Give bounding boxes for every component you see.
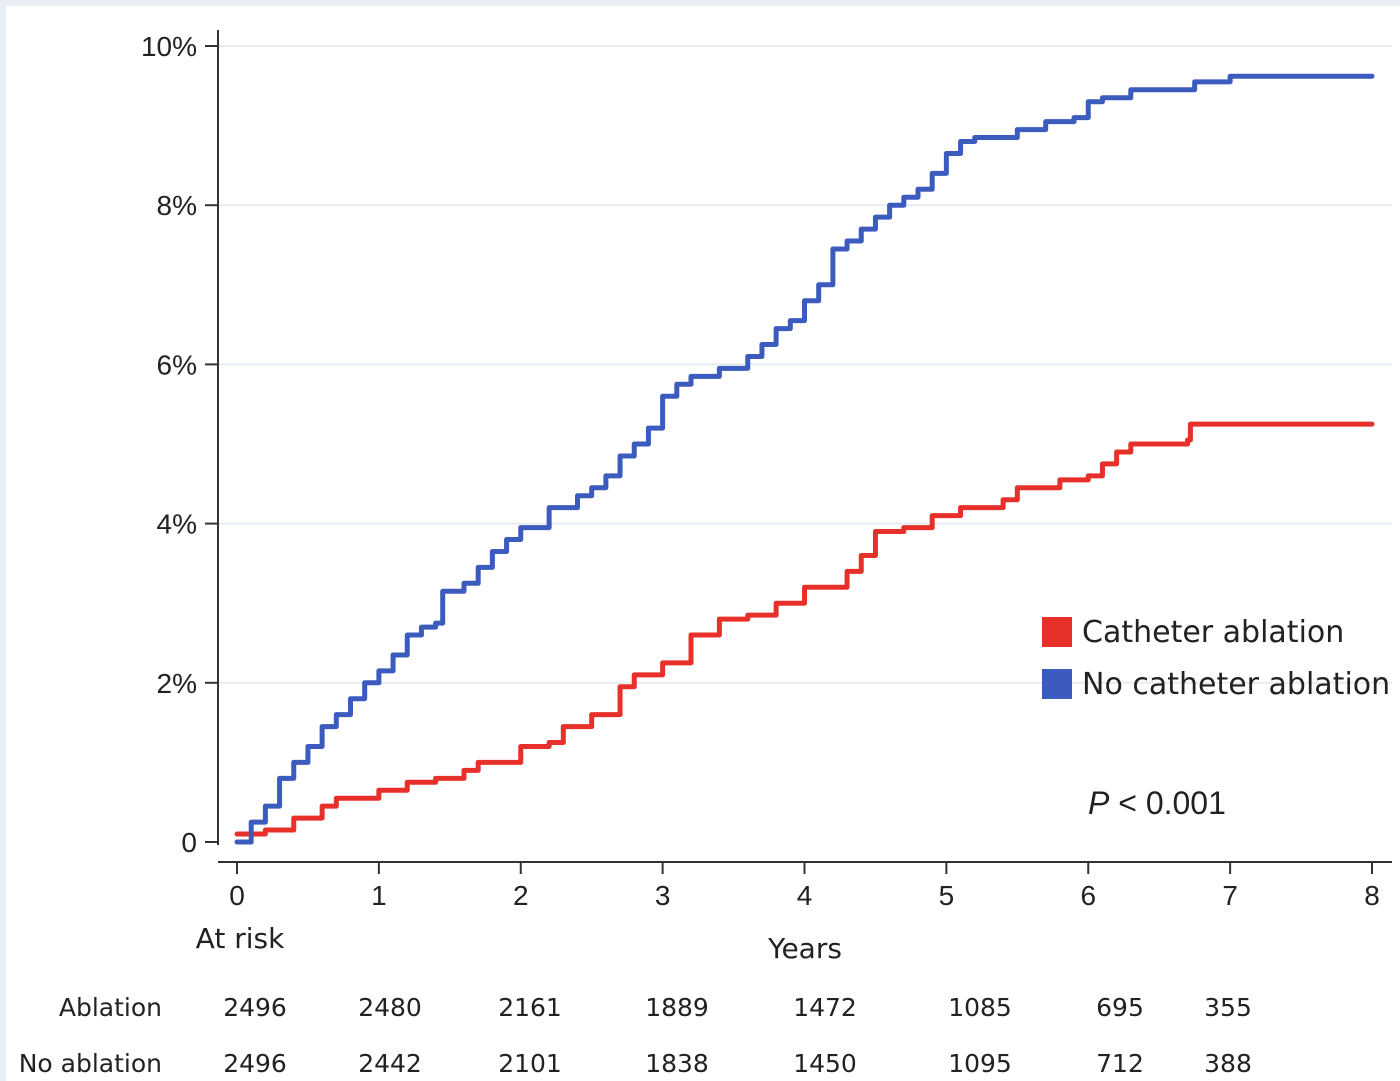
x-tick-label-2: 2 xyxy=(513,880,529,911)
legend-swatch-catheter-ablation xyxy=(1042,617,1072,647)
x-axis-title: Years xyxy=(767,932,842,965)
x-tick-label-5: 5 xyxy=(939,880,955,911)
x-tick-label-4: 4 xyxy=(797,880,813,911)
x-tick-label-8: 8 xyxy=(1364,880,1380,911)
y-tick-label-0: 0 xyxy=(181,827,197,858)
x-tick-label-0: 0 xyxy=(229,880,245,911)
at-risk-value-no-ablation-6: 712 xyxy=(1096,1049,1144,1078)
legend-label-no-catheter-ablation: No catheter ablation xyxy=(1082,667,1390,702)
axes xyxy=(217,30,1392,863)
at-risk-value-no-ablation-1: 2442 xyxy=(358,1049,422,1078)
at-risk-value-no-ablation-0: 2496 xyxy=(223,1049,287,1078)
at-risk-value-no-ablation-4: 1450 xyxy=(793,1049,857,1078)
at-risk-value-ablation-1: 2480 xyxy=(358,993,422,1022)
at-risk-value-ablation-7: 355 xyxy=(1204,993,1252,1022)
at-risk-value-ablation-6: 695 xyxy=(1096,993,1144,1022)
at-risk-value-no-ablation-5: 1095 xyxy=(948,1049,1012,1078)
at-risk-value-no-ablation-3: 1838 xyxy=(645,1049,709,1078)
x-tick-label-3: 3 xyxy=(655,880,671,911)
p-value-text: < 0.001 xyxy=(1109,785,1226,821)
series-line-no-catheter-ablation xyxy=(234,73,1375,845)
y-tick-label-4: 8% xyxy=(157,190,197,221)
x-tick-label-7: 7 xyxy=(1222,880,1238,911)
series-line-catheter-ablation xyxy=(234,421,1375,837)
at-risk-row-label-ablation: Ablation xyxy=(59,993,162,1022)
y-tick-label-2: 4% xyxy=(157,509,197,540)
legend-label-catheter-ablation: Catheter ablation xyxy=(1082,615,1344,650)
y-axis-ticks: 0 2% 4% 6% 8% 10% xyxy=(141,31,218,858)
x-axis-ticks: 0 1 2 3 4 5 6 7 8 xyxy=(229,862,1380,911)
x-tick-label-6: 6 xyxy=(1080,880,1096,911)
at-risk-value-ablation-0: 2496 xyxy=(223,993,287,1022)
x-tick-label-1: 1 xyxy=(371,880,387,911)
legend-swatch-no-catheter-ablation xyxy=(1042,669,1072,699)
p-value-symbol: P xyxy=(1088,785,1110,821)
y-tick-label-3: 6% xyxy=(157,349,197,380)
legend: Catheter ablation No catheter ablation xyxy=(1042,615,1390,702)
y-tick-label-5: 10% xyxy=(141,31,197,62)
at-risk-row-label-no-ablation: No ablation xyxy=(19,1049,162,1078)
y-tick-label-1: 2% xyxy=(157,668,197,699)
at-risk-value-no-ablation-2: 2101 xyxy=(498,1049,562,1078)
gridlines xyxy=(218,45,1392,684)
at-risk-value-ablation-4: 1472 xyxy=(793,993,857,1022)
at-risk-value-ablation-3: 1889 xyxy=(645,993,709,1022)
at-risk-heading: At risk xyxy=(196,922,285,955)
p-value-annotation: P < 0.001 xyxy=(1088,785,1226,821)
at-risk-value-ablation-5: 1085 xyxy=(948,993,1012,1022)
series-lines xyxy=(234,73,1375,845)
at-risk-value-ablation-2: 2161 xyxy=(498,993,562,1022)
at-risk-value-no-ablation-7: 388 xyxy=(1204,1049,1252,1078)
at-risk-table: Ablation No ablation 2496 2480 2161 1889 147… xyxy=(19,993,1252,1078)
